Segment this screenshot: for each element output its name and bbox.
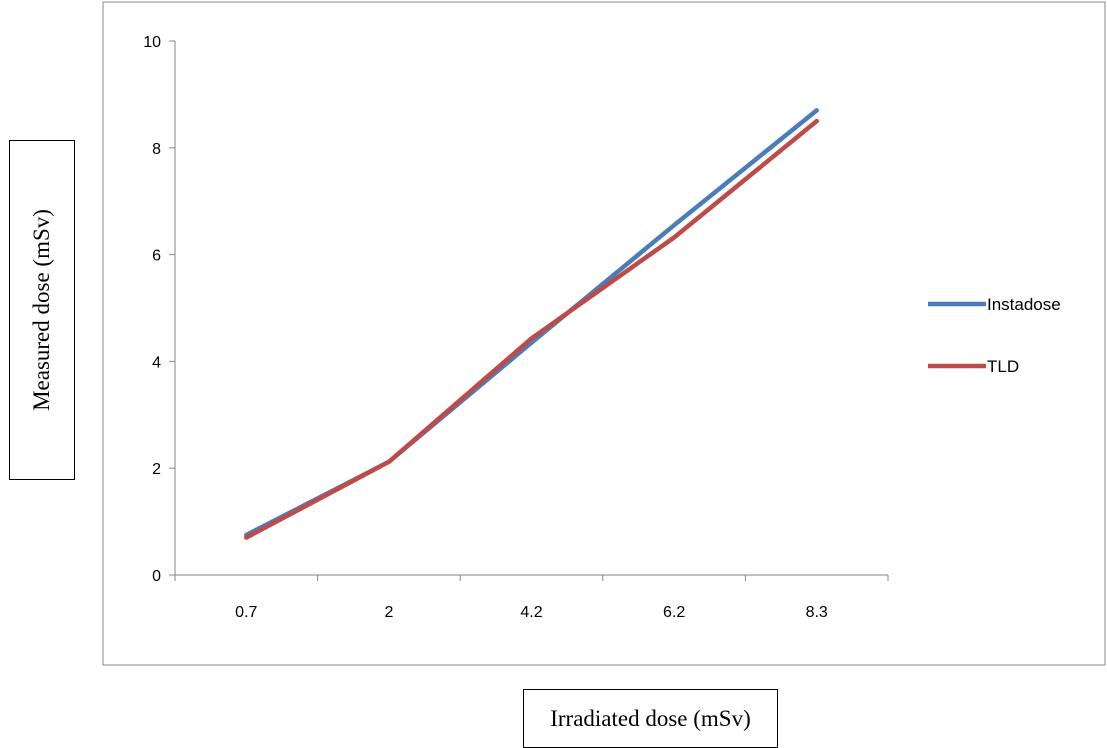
y-axis-title-text: Measured dose (mSv) [29,209,55,411]
x-axis-title-text: Irradiated dose (mSv) [550,705,751,731]
chart-area-border [102,1,1106,666]
x-axis-title: Irradiated dose (mSv) [523,689,778,748]
line-chart: 0 2 4 6 8 10 0.7 2 4.2 6.2 8.3 Instadose TLD [102,1,1106,666]
legend-label-instadose: Instadose [987,295,1061,314]
x-tick-label: 6.2 [663,604,685,621]
legend-label-tld: TLD [987,357,1019,376]
x-tick-label: 2 [384,604,393,621]
y-axis-title: Measured dose (mSv) [9,140,75,480]
y-tick-label: 6 [152,248,161,265]
series-lines [244,108,819,540]
x-tick-label: 0.7 [235,604,257,621]
y-tick-label: 4 [152,354,161,371]
y-tick-label: 8 [152,141,161,158]
x-tick-label: 4.2 [520,604,542,621]
y-tick-label: 2 [152,461,161,478]
y-tick-label: 0 [152,568,161,585]
legend: Instadose TLD [928,295,1061,376]
y-tick-label: 10 [143,34,161,51]
axes: 0 2 4 6 8 10 0.7 2 4.2 6.2 8.3 [143,34,889,621]
x-tick-label: 8.3 [806,604,828,621]
series-line-tld [244,118,819,540]
